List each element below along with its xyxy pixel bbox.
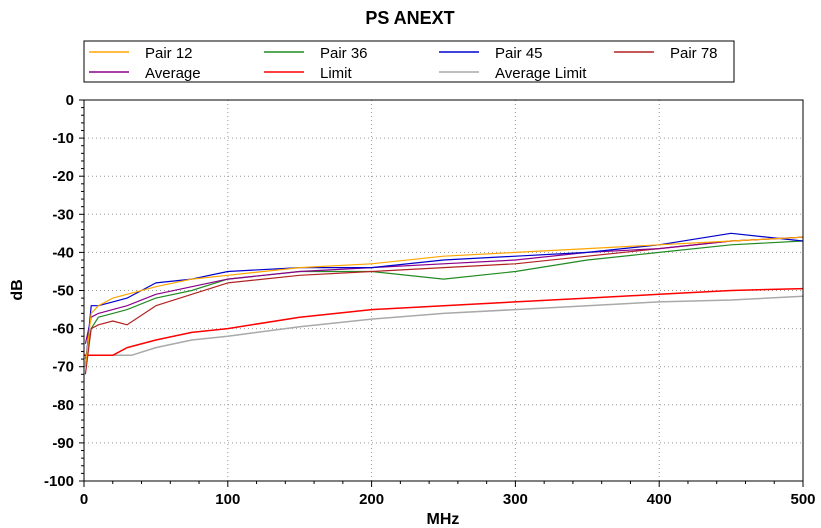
- x-tick-label: 400: [647, 491, 672, 508]
- legend: Pair 12 Pair 36 Pair 45 Pair 78 Average Limit…: [83, 40, 735, 83]
- x-tick-label: 500: [790, 491, 815, 508]
- y-tick-label: -80: [52, 397, 74, 414]
- series-line-pair-45: [84, 232, 804, 367]
- legend-label-pair-12: Pair 12: [145, 45, 193, 62]
- legend-label-average-limit: Average Limit: [495, 65, 587, 82]
- x-axis-title: MHz: [427, 511, 460, 528]
- series-line-pair-78: [84, 236, 804, 375]
- x-tick-label: 100: [215, 491, 240, 508]
- y-tick-label: 0: [66, 92, 74, 109]
- series-line-average: [84, 236, 804, 344]
- x-tick-label: 200: [359, 491, 384, 508]
- y-tick-label: -50: [52, 283, 74, 300]
- x-tick-label: 0: [80, 491, 88, 508]
- legend-label-average: Average: [145, 65, 201, 82]
- legend-label-pair-45: Pair 45: [495, 45, 543, 62]
- x-tick-label: 300: [503, 491, 528, 508]
- y-tick-label: -20: [52, 168, 74, 185]
- y-tick-label: -70: [52, 359, 74, 376]
- legend-label-pair-36: Pair 36: [320, 45, 368, 62]
- legend-box: [83, 40, 735, 83]
- series-line-limit: [84, 287, 804, 357]
- series-line-pair-36: [84, 240, 804, 360]
- y-tick-label: -40: [52, 244, 74, 261]
- y-tick-label: -100: [44, 473, 74, 490]
- series-layer: [84, 232, 804, 375]
- series-line-pair-12: [84, 236, 804, 367]
- chart-title: PS ANEXT: [365, 8, 454, 28]
- x-axis-ticks: 0 100 200 300 400 500: [80, 481, 816, 508]
- y-tick-label: -30: [52, 206, 74, 223]
- y-tick-label: -90: [52, 435, 74, 452]
- legend-label-limit: Limit: [320, 65, 353, 82]
- y-tick-label: -60: [52, 321, 74, 338]
- y-axis-ticks: 0 -10 -20 -30 -40 -50 -60 -70 -80 -90 -100: [44, 92, 84, 490]
- y-tick-label: -10: [52, 130, 74, 147]
- series-line-average-limit: [84, 295, 804, 357]
- legend-label-pair-78: Pair 78: [670, 45, 718, 62]
- y-axis-title: dB: [9, 279, 26, 300]
